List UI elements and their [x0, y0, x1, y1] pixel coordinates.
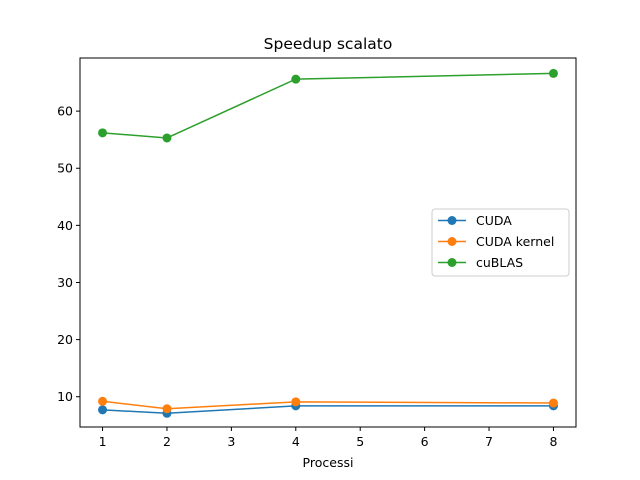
- legend-label: cuBLAS: [476, 255, 523, 270]
- data-point: [548, 68, 558, 78]
- x-tick-label: 7: [485, 434, 493, 449]
- y-tick-label: 10: [57, 389, 73, 404]
- data-point: [98, 396, 108, 406]
- legend-item: CUDA kernel: [438, 234, 554, 249]
- y-tick-label: 30: [57, 275, 73, 290]
- plot-area: [98, 68, 558, 418]
- series-line: [102, 400, 554, 410]
- data-point: [291, 397, 301, 407]
- legend-box: [431, 208, 570, 277]
- legend-label: CUDA kernel: [476, 234, 554, 249]
- x-tick-label: 2: [163, 434, 171, 449]
- x-tick-label: 4: [292, 434, 300, 449]
- y-tick-label: 60: [57, 104, 73, 119]
- data-point: [548, 398, 558, 408]
- x-axis: 1 2 3 4 5 6 7 8: [99, 427, 557, 449]
- data-point: [162, 404, 172, 414]
- x-tick-label: 5: [356, 434, 364, 449]
- plot-frame: [79, 57, 577, 428]
- series-line: [102, 405, 554, 415]
- series-1: [98, 396, 558, 414]
- legend-label: CUDA: [476, 213, 512, 228]
- legend-marker: [447, 216, 457, 225]
- data-point: [98, 405, 108, 415]
- x-axis-label: Processi: [303, 455, 354, 470]
- x-tick-label: 3: [227, 434, 235, 449]
- data-point: [162, 133, 172, 143]
- x-tick-label: 8: [549, 434, 557, 449]
- chart-title: Speedup scalato: [264, 35, 393, 53]
- y-tick-label: 40: [57, 218, 73, 233]
- data-point: [291, 74, 301, 84]
- legend: CUDA CUDA kernel cuBLAS: [431, 208, 570, 277]
- x-tick-label: 1: [99, 434, 107, 449]
- x-tick-label: 6: [421, 434, 429, 449]
- legend-marker: [447, 237, 457, 246]
- legend-item: CUDA: [438, 213, 512, 228]
- y-tick-label: 50: [57, 161, 73, 176]
- legend-marker: [447, 258, 457, 267]
- series-line: [102, 72, 554, 139]
- legend-item: cuBLAS: [438, 255, 523, 270]
- data-point: [98, 128, 108, 138]
- series-2: [98, 68, 558, 143]
- y-tick-label: 20: [57, 332, 73, 347]
- y-axis: 10 20 30 40 50 60: [57, 104, 80, 404]
